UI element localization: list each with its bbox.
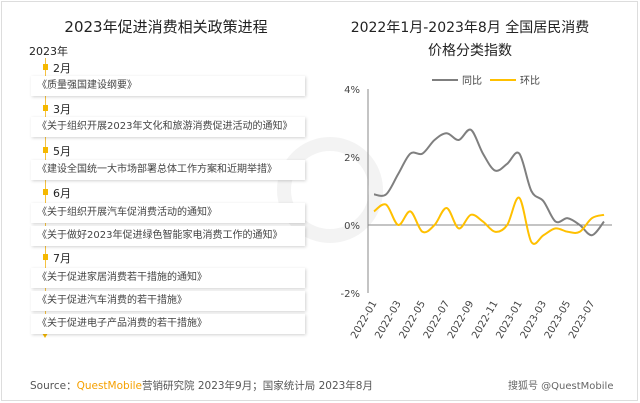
policy-card: 《关于做好2023年促进绿色智能家电消费工作的通知》 xyxy=(31,226,305,246)
policy-card: 《关于组织开展2023年文化和旅游消费促进活动的通知》 xyxy=(31,117,305,137)
y-tick-label: 4% xyxy=(344,85,360,96)
source-text: Source：QuestMobile营销研究院 2023年9月；国家统计局 20… xyxy=(30,378,373,393)
policy-card: 《关于促进电子产品消费的若干措施》 xyxy=(31,314,305,334)
chart-title-line1: 2022年1月-2023年8月 全国居民消费 xyxy=(350,20,590,36)
series-line-1 xyxy=(373,196,605,245)
legend-label: 同比 xyxy=(462,75,482,87)
timeline-month: 6月 xyxy=(43,185,71,201)
source-brand: QuestMobile xyxy=(76,380,142,392)
chart-title-line2: 价格分类指数 xyxy=(428,43,512,59)
y-tick-label: 0% xyxy=(344,221,360,232)
footer-logo: 搜狐号 @QuestMobile xyxy=(508,381,614,392)
timeline-year: 2023年 xyxy=(29,45,68,58)
legend-label: 环比 xyxy=(520,75,540,87)
policy-card: 《关于促进家居消费若干措施的通知》 xyxy=(31,268,305,288)
y-tick-label: 2% xyxy=(344,153,360,164)
timeline-month: 5月 xyxy=(43,143,71,159)
policy-card: 《关于组织开展汽车促消费活动的通知》 xyxy=(31,203,305,223)
series-line-0 xyxy=(373,128,605,237)
policy-card: 《建设全国统一大市场部署总体工作方案和近期举措》 xyxy=(31,160,305,180)
timeline-month: 3月 xyxy=(43,101,71,117)
timeline-title: 2023年促进消费相关政策进程 xyxy=(64,18,268,36)
watermark-ring-icon xyxy=(277,137,383,243)
y-tick-label: -2% xyxy=(341,289,360,300)
timeline-arrow-icon xyxy=(42,333,48,338)
policy-card: 《关于促进汽车消费的若干措施》 xyxy=(31,291,305,311)
policy-card: 《质量强国建设纲要》 xyxy=(31,76,305,96)
source-label: Source： xyxy=(30,380,77,392)
timeline-month: 2月 xyxy=(43,60,71,76)
timeline-month: 7月 xyxy=(43,250,71,266)
timeline-line xyxy=(45,58,46,334)
source-rest: 营销研究院 2023年9月；国家统计局 2023年8月 xyxy=(142,380,373,392)
